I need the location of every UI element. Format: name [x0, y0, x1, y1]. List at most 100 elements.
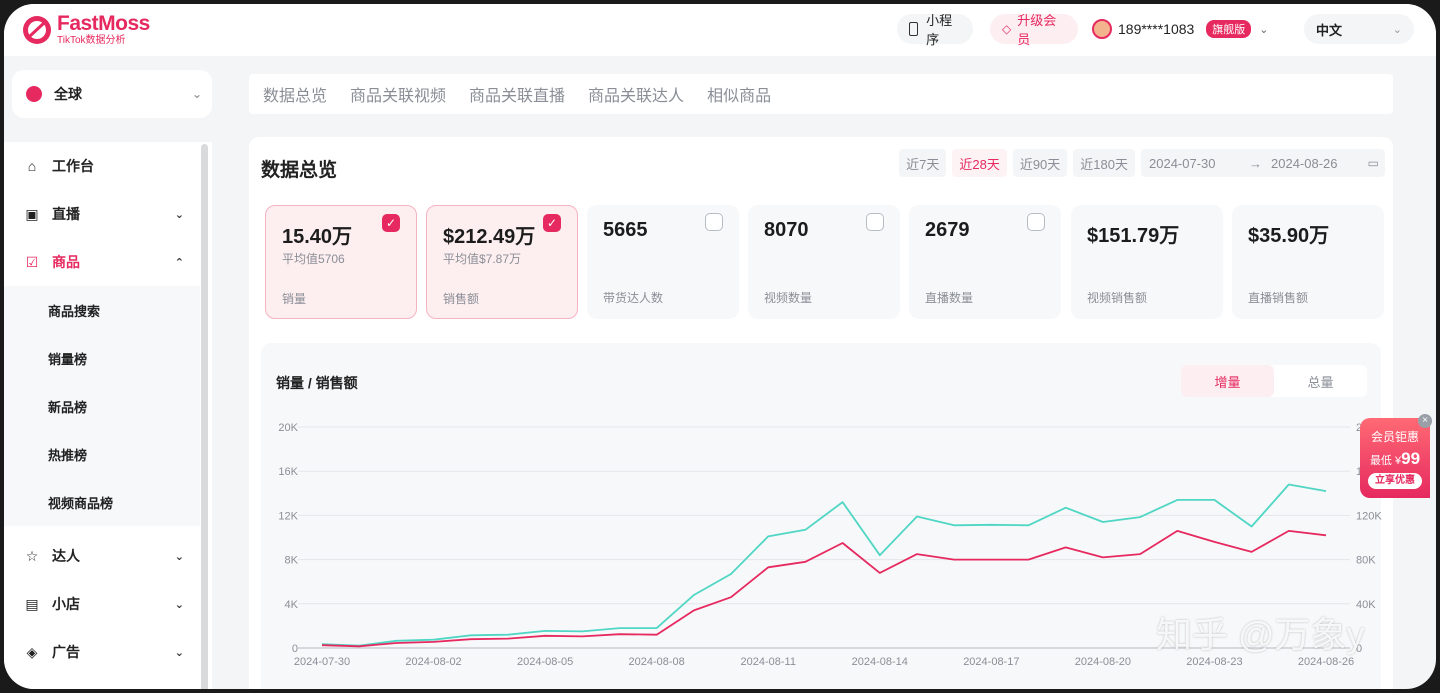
chevron-down-icon: ⌄ [1392, 23, 1402, 36]
chevron-down-icon: ⌄ [1259, 23, 1269, 36]
sidebar-item-influencer[interactable]: ☆ 达人 ⌄ [4, 532, 200, 580]
chevron-down-icon: ⌄ [174, 208, 184, 221]
calendar-icon: ▭ [1367, 156, 1379, 170]
sidebar-item-workbench[interactable]: ⌂ 工作台 [4, 142, 200, 190]
sidebar-item-live[interactable]: ▣ 直播 ⌄ [4, 190, 200, 238]
globe-icon [26, 86, 42, 102]
chevron-up-icon: ⌃ [174, 256, 184, 269]
watermark-text: 知乎 @万象y [1156, 614, 1365, 655]
mini-program-button[interactable]: 小程序 [897, 13, 973, 47]
sidebar-subitem-label: 销量榜 [48, 351, 88, 367]
metric-card-video-sales[interactable]: $151.79万 视频销售额 [1071, 205, 1223, 319]
metric-average: 平均值$7.87万 [443, 252, 522, 266]
panel-title: 数据总览 [261, 160, 338, 181]
promo-price: 最低 ¥99 [1360, 449, 1430, 469]
user-menu[interactable]: 189****1083 旗舰版 ⌄ [1092, 14, 1269, 44]
product-icon: ☑ [25, 253, 39, 270]
metric-label: 视频数量 [764, 291, 813, 305]
sidebar-subitem-sales-rank[interactable]: 销量榜 [4, 334, 200, 382]
close-icon[interactable]: × [1418, 414, 1432, 428]
brand-name: FastMoss [57, 12, 150, 35]
sidebar-subitem-label: 商品搜索 [48, 303, 101, 319]
toggle-total[interactable]: 总量 [1307, 374, 1334, 390]
sidebar-subitem-video-product-rank[interactable]: 视频商品榜 [4, 478, 200, 526]
sidebar-subitem-hot-rank[interactable]: 热推榜 [4, 430, 200, 478]
metric-card-lives[interactable]: 2679 直播数量 [909, 205, 1061, 319]
sidebar-item-label: 达人 [52, 548, 80, 564]
promo-cta-button[interactable]: 立享优惠 [1368, 473, 1422, 489]
shop-icon: ▤ [25, 595, 39, 612]
date-range-selector: 近7天 近28天 近90天 近180天 2024-07-30 → 2024-08… [893, 149, 1385, 177]
toggle-increment[interactable]: 增量 [1181, 365, 1274, 397]
influencer-icon: ☆ [25, 547, 39, 564]
chevron-down-icon: ⌄ [174, 550, 184, 563]
chevron-down-icon: ⌄ [174, 646, 184, 659]
date-end: 2024-08-26 [1271, 155, 1338, 171]
date-range-picker[interactable]: 2024-07-30 → 2024-08-26 ▭ [1141, 149, 1385, 177]
top-bar: FastMoss TikTok数据分析 小程序 ◇ 升级会员 189****10… [4, 4, 1436, 56]
sidebar-item-shop[interactable]: ▤ 小店 ⌄ [4, 580, 200, 628]
metric-label: 直播销售额 [1248, 291, 1309, 305]
range-90d-button[interactable]: 近90天 [1012, 149, 1068, 177]
metric-value: 5665 [603, 219, 648, 241]
sidebar-subitem-label: 新品榜 [48, 399, 88, 415]
range-180d-button[interactable]: 近180天 [1073, 149, 1135, 177]
metric-value: 8070 [764, 219, 809, 241]
phone-icon [909, 22, 919, 36]
language-label: 中文 [1316, 22, 1343, 38]
mini-program-label: 小程序 [926, 13, 953, 47]
checkbox[interactable]: ✓ [382, 214, 400, 232]
metric-label: 销售额 [443, 292, 480, 306]
app-window: FastMoss TikTok数据分析 小程序 ◇ 升级会员 189****10… [4, 4, 1436, 689]
range-7d-button[interactable]: 近7天 [899, 149, 947, 177]
tab-similar-products[interactable]: 相似商品 [707, 88, 772, 105]
checkbox[interactable] [866, 213, 884, 231]
chevron-down-icon: ⌄ [174, 598, 184, 611]
increment-total-toggle: 增量 总量 [1181, 365, 1367, 397]
tab-related-influencers[interactable]: 商品关联达人 [588, 88, 685, 105]
language-select[interactable]: 中文 ⌄ [1304, 14, 1414, 44]
tab-overview[interactable]: 数据总览 [263, 88, 328, 105]
metric-card-influencers[interactable]: 5665 带货达人数 [587, 205, 739, 319]
membership-badge: 旗舰版 [1206, 20, 1252, 38]
upgrade-membership-button[interactable]: ◇ 升级会员 [990, 13, 1078, 47]
metric-label: 视频销售额 [1087, 291, 1148, 305]
sidebar-item-label: 商品 [52, 254, 80, 270]
metric-label: 销量 [282, 292, 307, 306]
fastmoss-logo-icon [23, 15, 51, 44]
brand-logo[interactable]: FastMoss TikTok数据分析 [22, 13, 150, 46]
range-28d-button[interactable]: 近28天 [952, 149, 1007, 177]
sidebar-item-label: 广告 [52, 644, 80, 660]
metric-value: $212.49万 [443, 226, 536, 248]
metric-value: 15.40万 [282, 226, 353, 248]
metric-label: 带货达人数 [603, 291, 664, 305]
sidebar-subitem-label: 热推榜 [48, 447, 88, 463]
metric-value: 2679 [925, 219, 970, 241]
sidebar-subitem-new-rank[interactable]: 新品榜 [4, 382, 200, 430]
sidebar-item-product[interactable]: ☑ 商品 ⌃ [4, 238, 200, 286]
region-label: 全球 [54, 86, 82, 102]
region-select[interactable]: 全球 ⌄ [12, 70, 212, 118]
metric-card-videos[interactable]: 8070 视频数量 [748, 205, 900, 319]
sidebar-item-label: 直播 [52, 206, 80, 222]
tab-bar: 数据总览 商品关联视频 商品关联直播 商品关联达人 相似商品 [249, 74, 1393, 114]
metric-value: $35.90万 [1248, 225, 1330, 247]
user-phone: 189****1083 [1118, 21, 1195, 37]
date-start: 2024-07-30 [1149, 155, 1216, 171]
sidebar-item-ads[interactable]: ◈ 广告 ⌄ [4, 628, 200, 676]
sidebar-subitem-product-search[interactable]: 商品搜索 [4, 286, 200, 334]
sidebar-item-label: 工作台 [52, 158, 94, 174]
checkbox[interactable] [1027, 213, 1045, 231]
membership-promo-widget[interactable]: × 会员钜惠 最低 ¥99 立享优惠 [1360, 414, 1432, 498]
chevron-down-icon: ⌄ [191, 87, 202, 101]
tab-related-videos[interactable]: 商品关联视频 [350, 88, 447, 105]
sidebar-scrollbar[interactable] [201, 144, 208, 689]
diamond-icon: ◇ [1002, 22, 1012, 36]
metric-card-sales-amount[interactable]: $212.49万 平均值$7.87万 销售额 ✓ [426, 205, 578, 319]
metric-card-live-sales[interactable]: $35.90万 直播销售额 [1232, 205, 1384, 319]
metric-card-sales-volume[interactable]: 15.40万 平均值5706 销量 ✓ [265, 205, 417, 319]
checkbox[interactable] [705, 213, 723, 231]
avatar [1092, 19, 1112, 39]
checkbox[interactable]: ✓ [543, 214, 561, 232]
tab-related-live[interactable]: 商品关联直播 [469, 88, 566, 105]
